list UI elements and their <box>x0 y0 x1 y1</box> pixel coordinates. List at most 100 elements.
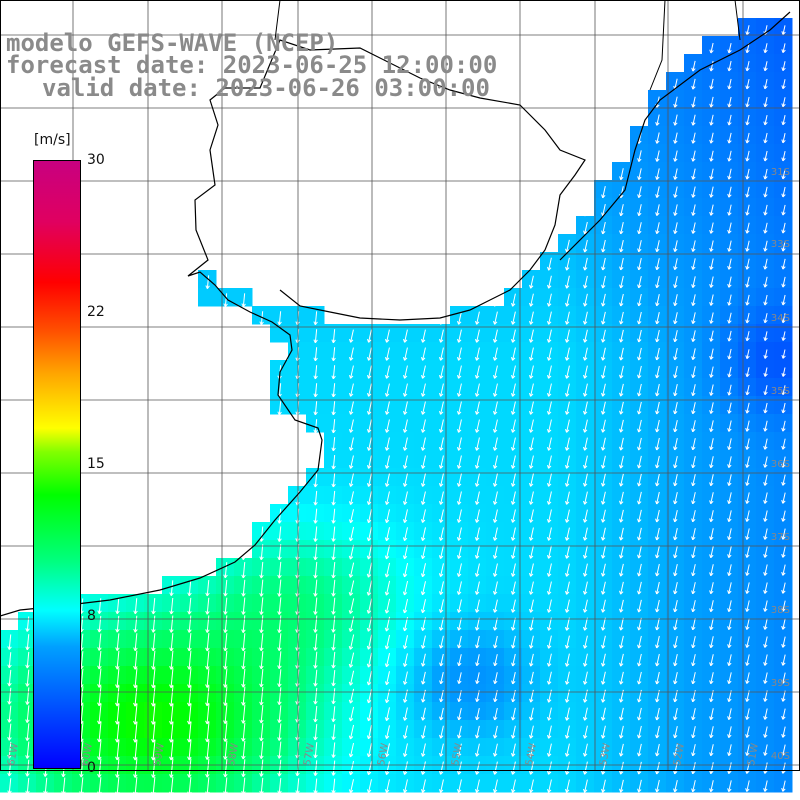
wind-arrow <box>709 438 714 451</box>
wind-arrow <box>637 617 642 631</box>
wind-arrow <box>727 780 732 793</box>
lat-lon-grid <box>0 0 800 771</box>
wind-arrow <box>511 743 516 757</box>
wind-cell <box>450 594 469 613</box>
wind-cell <box>630 576 649 595</box>
wind-cell <box>396 414 415 433</box>
wind-cell <box>468 594 487 613</box>
wind-cell <box>702 432 721 451</box>
wind-cell <box>396 360 415 379</box>
colorbar-unit: [m/s] <box>34 132 71 148</box>
wind-cell <box>666 486 685 505</box>
wind-arrow <box>637 761 642 775</box>
wind-arrow <box>564 509 570 523</box>
wind-cell <box>540 306 559 325</box>
wind-cell <box>324 630 343 649</box>
wind-arrow <box>547 707 552 721</box>
wind-cell <box>702 234 721 253</box>
wind-cell <box>324 414 343 433</box>
wind-cell <box>594 360 613 379</box>
wind-cell <box>504 774 523 793</box>
wind-arrow <box>781 672 786 684</box>
wind-arrow <box>492 527 498 541</box>
wind-arrow <box>619 455 624 469</box>
wind-cell <box>666 126 685 145</box>
wind-arrow <box>331 688 336 705</box>
wind-arrow <box>619 222 624 235</box>
wind-cell <box>378 774 397 793</box>
wind-arrow <box>313 633 318 651</box>
wind-cell <box>702 540 721 559</box>
wind-cell <box>684 342 703 361</box>
wind-cell <box>306 630 325 649</box>
wind-arrow <box>384 473 390 487</box>
wind-cell <box>360 774 379 793</box>
wind-cell <box>630 198 649 217</box>
wind-arrow <box>564 473 570 487</box>
wind-cell <box>270 576 289 595</box>
wind-cell <box>396 684 415 703</box>
wind-cell <box>720 90 739 109</box>
wind-arrow <box>637 473 642 487</box>
wind-arrow <box>331 561 336 579</box>
wind-arrow <box>709 60 714 72</box>
wind-cell <box>684 396 703 415</box>
wind-cell <box>648 414 667 433</box>
wind-cell <box>288 666 307 685</box>
wind-arrow <box>457 707 462 721</box>
wind-cell <box>684 234 703 253</box>
wind-arrow <box>528 527 534 541</box>
wind-cell <box>558 414 577 433</box>
wind-cell <box>18 774 37 793</box>
wind-cell <box>144 774 163 793</box>
wind-cell <box>252 522 271 541</box>
wind-arrow <box>241 740 246 760</box>
wind-cell <box>666 450 685 469</box>
wind-cell <box>306 666 325 685</box>
wind-cell <box>306 342 325 361</box>
wind-arrow <box>528 383 534 397</box>
wind-cell <box>558 450 577 469</box>
wind-arrow <box>547 257 552 271</box>
wind-cell <box>504 414 523 433</box>
wind-arrow <box>655 401 660 415</box>
wind-cell <box>594 198 613 217</box>
wind-cell <box>774 378 793 397</box>
wind-cell <box>684 180 703 199</box>
wind-cell <box>774 342 793 361</box>
wind-cell <box>702 576 721 595</box>
wind-cell <box>450 378 469 397</box>
wind-cell <box>522 414 541 433</box>
wind-cell <box>342 630 361 649</box>
wind-arrow <box>781 456 786 468</box>
wind-arrow <box>601 635 606 649</box>
wind-arrow <box>169 597 174 615</box>
wind-arrow <box>763 367 768 377</box>
wind-cell <box>630 738 649 757</box>
wind-cell <box>198 630 217 649</box>
wind-arrow <box>673 527 678 541</box>
wind-arrow <box>511 653 516 667</box>
wind-cell <box>756 414 775 433</box>
wind-arrow <box>474 329 480 343</box>
wind-arrow <box>115 668 120 688</box>
wind-cell <box>522 288 541 307</box>
wind-arrow <box>637 222 642 235</box>
wind-cell <box>648 288 667 307</box>
wind-arrow <box>655 365 660 379</box>
wind-cell <box>342 558 361 577</box>
longitude-label: 55W <box>450 742 465 766</box>
wind-arrow <box>187 580 192 597</box>
wind-cell <box>450 522 469 541</box>
wind-cell <box>216 774 235 793</box>
wind-arrow <box>781 186 786 198</box>
wind-cell <box>360 648 379 667</box>
wind-cell <box>234 630 253 649</box>
wind-arrow <box>348 419 354 433</box>
wind-cell <box>630 216 649 235</box>
wind-cell <box>630 630 649 649</box>
wind-cell <box>630 414 649 433</box>
wind-arrow <box>745 186 750 198</box>
wind-arrow <box>7 687 12 705</box>
wind-cell <box>720 378 739 397</box>
